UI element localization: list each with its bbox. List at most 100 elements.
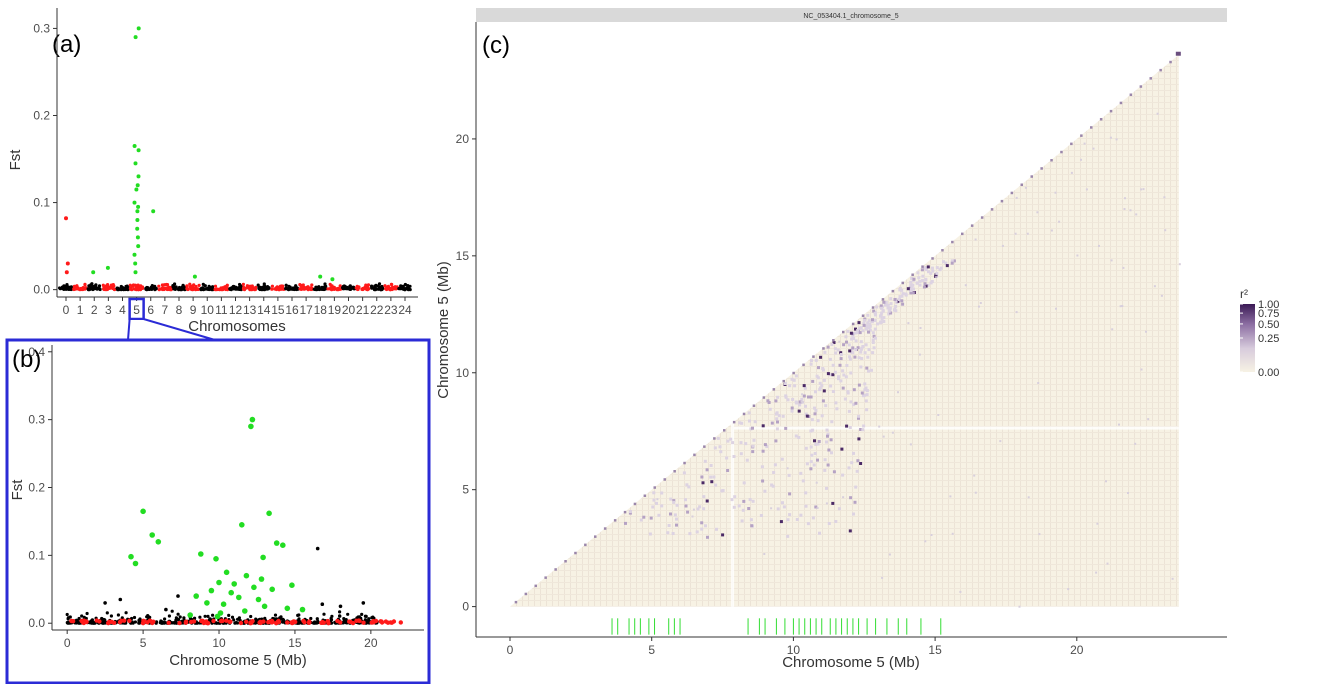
data-point	[241, 282, 245, 286]
data-point	[236, 617, 240, 621]
data-point	[146, 614, 150, 618]
x-tick-label: 22	[370, 303, 384, 317]
ld-cell	[1119, 305, 1122, 308]
outlier-point	[155, 539, 162, 545]
ld-cell	[950, 259, 954, 263]
ld-cell	[884, 303, 887, 307]
ld-cell	[889, 302, 893, 306]
ld-cell	[702, 495, 706, 499]
ld-diagonal-cell	[643, 494, 647, 497]
data-point	[185, 287, 189, 291]
data-point	[284, 283, 288, 287]
ld-cell	[862, 321, 866, 325]
data-point	[389, 282, 393, 286]
ld-cell	[848, 349, 852, 353]
data-point	[77, 287, 81, 291]
data-point	[338, 614, 342, 618]
ld-cell	[882, 435, 885, 438]
ld-cell	[834, 520, 838, 523]
ld-cell	[871, 331, 875, 335]
ld-cell	[802, 394, 806, 398]
panel-b-y-ticks: 0.0 0.1 0.2 0.3 0.4	[28, 345, 52, 630]
ld-cell	[849, 400, 853, 404]
ld-cell	[912, 277, 916, 281]
ld-cell	[886, 306, 890, 310]
ld-cell	[753, 420, 757, 424]
ld-cell	[974, 238, 977, 241]
ld-cell	[794, 400, 798, 404]
ld-cell	[814, 390, 817, 394]
ld-cell	[1164, 229, 1167, 232]
data-point	[111, 620, 117, 625]
data-point	[287, 284, 291, 288]
x-tick-label: 20	[1070, 643, 1084, 657]
ld-cell	[866, 321, 870, 325]
ld-cell	[781, 414, 785, 418]
ld-cell	[1106, 562, 1109, 565]
data-point	[176, 287, 180, 291]
ld-cell	[788, 492, 792, 496]
outlier-point	[261, 603, 268, 610]
data-point	[197, 283, 201, 287]
ld-cell	[858, 331, 862, 335]
ld-cell	[742, 499, 746, 503]
ld-cell	[822, 378, 826, 382]
data-point	[199, 288, 203, 292]
ld-cell	[712, 475, 716, 479]
ld-cell	[868, 324, 872, 328]
ld-cell	[719, 450, 723, 454]
data-point	[65, 261, 70, 266]
ld-cell	[1147, 418, 1150, 421]
ld-cell	[878, 425, 881, 428]
ld-cell	[867, 330, 870, 334]
ld-cell	[799, 471, 803, 475]
ld-cell	[921, 279, 925, 282]
ld-diagonal-cell	[713, 437, 716, 440]
data-point	[386, 284, 390, 288]
ld-cell	[959, 590, 962, 593]
ld-cell	[999, 440, 1002, 443]
data-point	[79, 618, 84, 624]
outlier-point	[266, 510, 272, 517]
ld-cell	[853, 331, 857, 335]
ld-cell	[839, 351, 843, 355]
y-tick-label: 20	[456, 132, 470, 146]
ld-cell	[696, 507, 700, 511]
ld-diagonal-cell	[663, 478, 666, 481]
ld-cell	[844, 335, 848, 339]
outlier-point	[135, 226, 140, 231]
data-point	[119, 618, 124, 623]
ld-cell	[854, 401, 858, 405]
ld-cell	[881, 309, 885, 313]
ld-cell	[733, 495, 737, 499]
ld-cell	[805, 462, 809, 466]
ld-cell	[863, 351, 867, 355]
panel-a-label: (a)	[52, 31, 81, 58]
ld-cell	[809, 429, 813, 433]
data-point	[224, 618, 229, 623]
x-tick-label: 12	[229, 303, 243, 317]
ld-cell	[942, 260, 945, 264]
ld-cell	[861, 329, 865, 333]
x-tick-label: 18	[314, 303, 328, 317]
data-point	[188, 282, 192, 286]
data-point	[158, 621, 162, 625]
ld-cell	[825, 428, 829, 432]
data-point	[350, 620, 356, 626]
data-point	[228, 619, 233, 624]
ld-cell	[1067, 588, 1070, 591]
data-point	[141, 286, 145, 290]
y-tick-label: 0.0	[33, 283, 50, 297]
data-point	[80, 614, 84, 618]
ld-diagonal-cell	[1159, 68, 1162, 72]
ld-cell	[867, 319, 871, 323]
ld-diagonal-cell	[544, 576, 547, 579]
ld-diagonal-cell	[980, 216, 984, 219]
ld-cell	[660, 491, 664, 495]
ld-cell	[900, 294, 904, 298]
ld-cell	[706, 535, 709, 539]
data-point	[249, 620, 254, 626]
ld-cell	[846, 390, 850, 394]
ld-cell	[809, 467, 813, 471]
ld-cell	[775, 427, 779, 431]
